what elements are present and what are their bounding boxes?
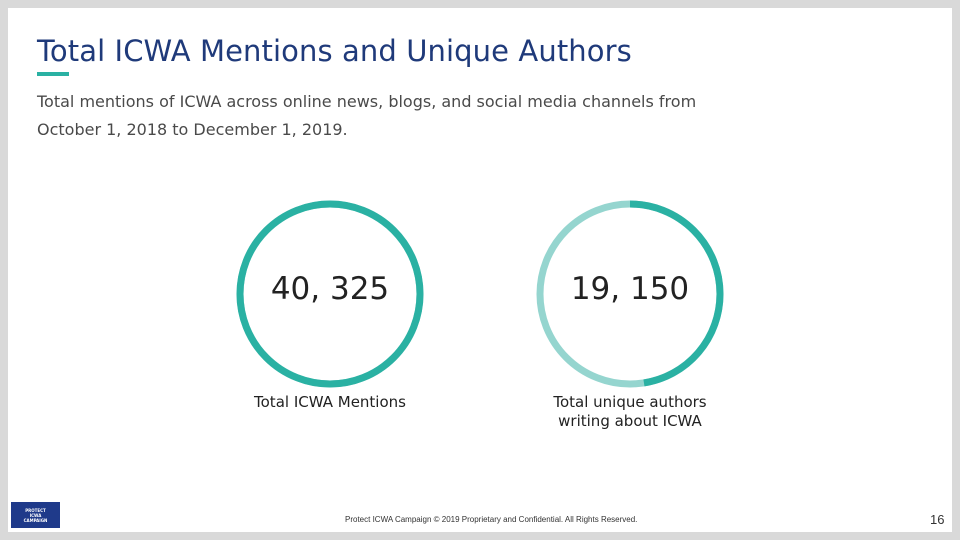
logo-line-3: CAMPAIGN	[23, 517, 48, 523]
authors-ring: 19, 150	[535, 199, 725, 389]
slide: Total ICWA Mentions and Unique Authors T…	[8, 8, 952, 532]
title-underline	[37, 72, 69, 76]
logo-line-2: ICWA	[29, 512, 42, 518]
campaign-logo: PROTECT ICWA CAMPAIGN	[11, 502, 60, 528]
slide-title: Total ICWA Mentions and Unique Authors	[37, 34, 632, 68]
mentions-ring-graphic	[236, 200, 424, 388]
slide-subtitle: Total mentions of ICWA across online new…	[37, 88, 737, 144]
subtitle-line-2: October 1, 2018 to December 1, 2019.	[37, 120, 348, 139]
logo-line-1: PROTECT	[25, 507, 46, 513]
mentions-value: 40, 325	[270, 271, 390, 307]
authors-label-line-2: writing about ICWA	[558, 412, 702, 430]
footer-copyright: Protect ICWA Campaign © 2019 Proprietary…	[345, 515, 638, 524]
authors-ring-graphic	[536, 200, 724, 388]
page-number: 16	[930, 512, 945, 527]
authors-label-line-1: Total unique authors	[553, 393, 707, 411]
mentions-label: Total ICWA Mentions	[254, 393, 406, 411]
mentions-ring: 40, 325	[235, 199, 425, 389]
authors-label: Total unique authors writing about ICWA	[510, 393, 750, 431]
mentions-ring-fill	[236, 200, 424, 388]
authors-ring-fill	[536, 200, 724, 388]
subtitle-line-1: Total mentions of ICWA across online new…	[37, 92, 697, 111]
authors-value: 19, 150	[570, 271, 690, 307]
